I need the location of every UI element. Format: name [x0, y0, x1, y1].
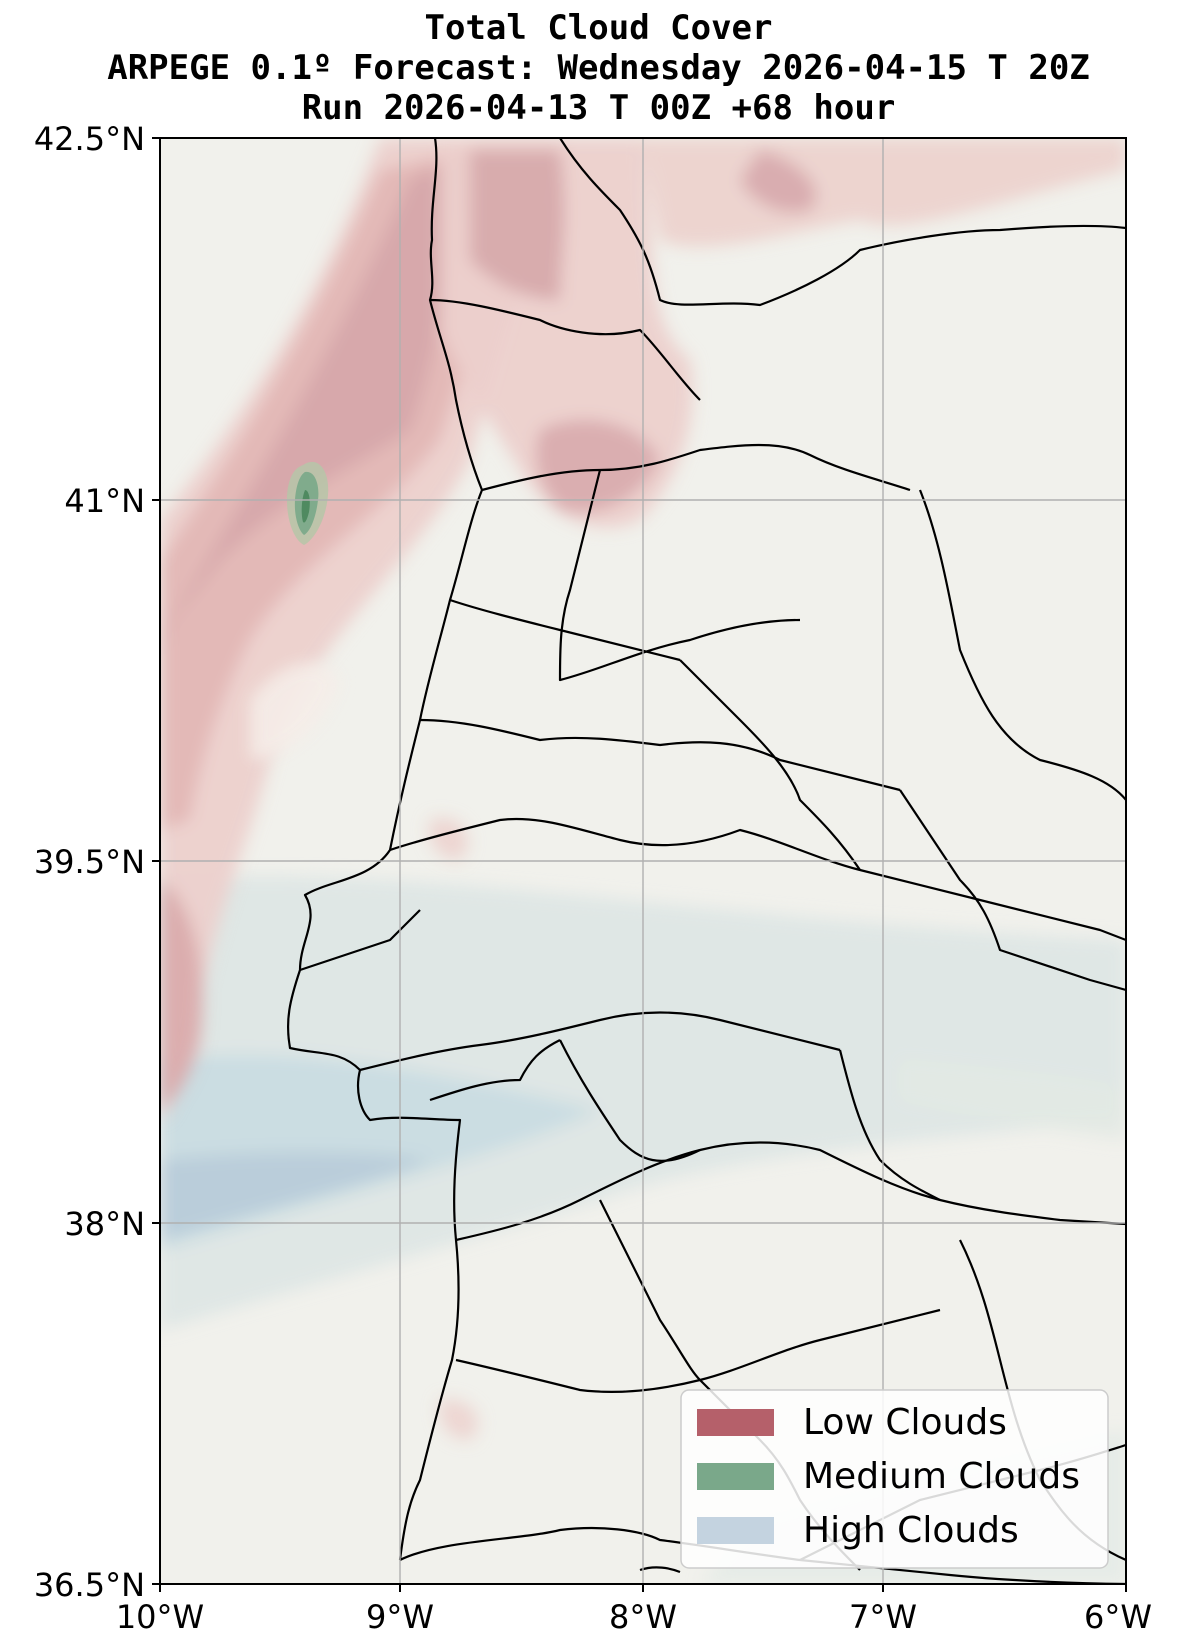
legend: Low Clouds Medium Clouds High Clouds [680, 1389, 1109, 1569]
y-tick-label: 38°N [64, 1205, 145, 1243]
y-tick-label: 36.5°N [34, 1566, 145, 1604]
x-tick-label: 7°W [849, 1598, 917, 1636]
y-tick-label: 42.5°N [34, 120, 145, 158]
legend-swatch-high [697, 1517, 774, 1544]
legend-swatch-low [697, 1409, 774, 1436]
legend-label-high: High Clouds [803, 1510, 1019, 1551]
x-tick-label: 10°W [116, 1598, 204, 1636]
map-title-line-1: Total Cloud Cover [424, 8, 773, 48]
map-title-line-2: ARPEGE 0.1º Forecast: Wednesday 2026-04-… [107, 48, 1090, 88]
x-tick-label: 8°W [609, 1598, 677, 1636]
clear-sky-gap [250, 662, 340, 760]
legend-label-low: Low Clouds [803, 1402, 1007, 1443]
tick-marks [152, 137, 1127, 1592]
legend-box [680, 1389, 1109, 1569]
x-tick-label: 9°W [366, 1598, 434, 1636]
medium-cloud-patch [286, 461, 329, 545]
grid [160, 138, 1126, 1584]
y-tick-label: 39.5°N [34, 843, 145, 881]
legend-swatch-medium [697, 1463, 774, 1490]
map-title-line-3: Run 2026-04-13 T 00Z +68 hour [301, 88, 896, 128]
legend-label-medium: Medium Clouds [803, 1456, 1080, 1497]
x-tick-label: 6°W [1084, 1598, 1152, 1636]
y-tick-label: 41°N [64, 482, 145, 520]
